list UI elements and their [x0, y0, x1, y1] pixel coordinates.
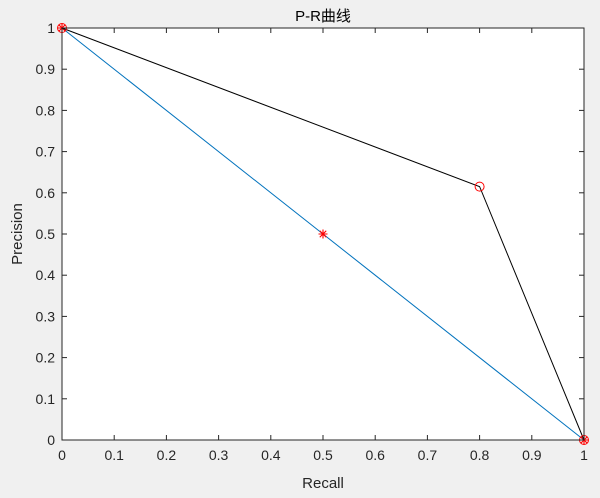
x-tick-label: 0.8 — [470, 447, 490, 463]
y-tick-label: 0.8 — [36, 102, 56, 118]
x-tick-label: 0.9 — [522, 447, 542, 463]
series-2-line — [61, 27, 585, 441]
y-tick-label: 0.4 — [36, 267, 56, 283]
y-axis-label: Precision — [9, 203, 26, 265]
y-tick-label: 0.9 — [36, 61, 56, 77]
x-tick-label: 0.2 — [157, 447, 177, 463]
x-axis-label: Recall — [302, 475, 344, 492]
y-tick-label: 0.6 — [36, 185, 56, 201]
y-tick-label: 0 — [47, 432, 55, 448]
chart-title: P-R曲线 — [295, 8, 351, 25]
series-1-point — [318, 229, 328, 239]
y-tick-label: 0.2 — [36, 350, 56, 366]
series-2-point — [474, 181, 485, 192]
y-tick-label: 0.3 — [36, 308, 56, 324]
y-tick-label: 0.1 — [36, 391, 56, 407]
x-tick-label: 1 — [580, 447, 588, 463]
x-tick-label: 0.4 — [261, 447, 281, 463]
x-tick-label: 0.3 — [209, 447, 229, 463]
y-tick-label: 0.7 — [36, 144, 56, 160]
x-tick-label: 0.6 — [365, 447, 385, 463]
tick-layer: 0 0.1 0.2 0.3 0.4 0.5 0.6 0.7 0.8 0.9 1 0 0.1 0.2 0.3 0… — [36, 20, 589, 463]
y-tick-label: 0.5 — [36, 226, 56, 242]
x-tick-label: 0.5 — [313, 447, 333, 463]
x-tick-label: 0.1 — [104, 447, 124, 463]
x-tick-label: 0 — [58, 447, 66, 463]
x-tick-label: 0.7 — [418, 447, 438, 463]
axes-box — [61, 27, 585, 441]
y-tick-label: 1 — [47, 20, 55, 36]
